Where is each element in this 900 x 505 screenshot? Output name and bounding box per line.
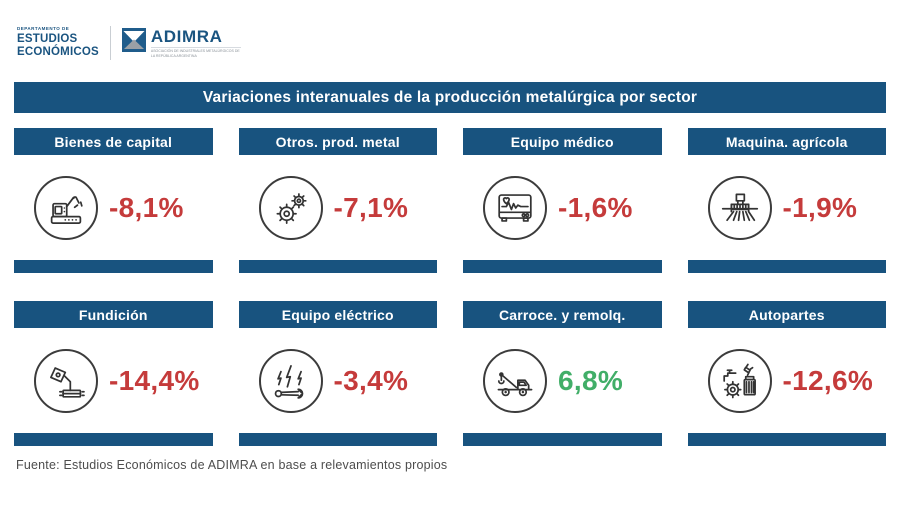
sector-icon-circle <box>707 348 772 413</box>
sector-header: Bienes de capital <box>14 128 213 155</box>
sector-card: Equipo médico -1,6% <box>463 128 662 273</box>
sector-value: -12,6% <box>782 364 874 396</box>
department-line2: ESTUDIOS <box>17 33 78 46</box>
sector-value: -14,4% <box>109 364 200 396</box>
sector-underline-bar <box>463 433 662 446</box>
brand-divider <box>109 26 111 60</box>
sector-icon-circle <box>707 175 772 240</box>
sector-card: Otros. prod. metal -7,1% <box>238 128 438 273</box>
source-note: Fuente: Estudios Económicos de ADIMRA en… <box>16 458 448 472</box>
sector-header: Fundición <box>14 301 213 328</box>
lightning-wrench-icon <box>274 364 303 399</box>
department-logo: DEPARTAMENTO DE ESTUDIOS ECONÓMICOS <box>17 26 99 58</box>
sector-header: Autopartes <box>687 301 886 328</box>
sector-underline-bar <box>687 260 886 273</box>
sector-body: -12,6% <box>688 328 887 433</box>
adimra-logo-icon <box>121 27 146 52</box>
sector-underline-bar <box>238 433 437 446</box>
sector-value: -8,1% <box>109 191 184 223</box>
sector-body: -8,1% <box>14 155 213 260</box>
adimra-logo: ADIMRA ASOCIACIÓN DE INDUSTRIALES METALÚ… <box>121 26 241 58</box>
robotic-arm-icon <box>50 195 83 224</box>
sector-icon-circle <box>34 348 98 413</box>
sector-card: Autopartes -12,6% <box>687 301 887 446</box>
sector-value: -1,6% <box>558 191 633 223</box>
sector-icon-circle <box>258 175 323 240</box>
tow-truck-icon <box>497 371 533 396</box>
sector-icon-circle <box>258 348 323 413</box>
page-title: Variaciones interanuales de la producció… <box>14 82 886 113</box>
sector-card: Equipo eléctrico -3,4% <box>238 301 438 446</box>
sector-body: 6,8% <box>463 328 662 433</box>
gears-icon <box>275 192 307 224</box>
sector-card: Maquina. agrícola -1,9% <box>687 128 887 273</box>
sector-header: Equipo eléctrico <box>238 301 437 328</box>
sector-underline-bar <box>687 433 886 446</box>
sector-grid: Bienes de capital -8,1% Otros. prod. met… <box>14 128 886 446</box>
sector-body: -1,9% <box>688 155 887 260</box>
sector-value: -3,4% <box>333 364 409 396</box>
department-line3: ECONÓMICOS <box>17 45 99 58</box>
sector-underline-bar <box>463 260 662 273</box>
sector-value: -7,1% <box>333 191 409 223</box>
sector-underline-bar <box>238 260 437 273</box>
adimra-tagline: ASOCIACIÓN DE INDUSTRIALES METALÚRGICOS … <box>150 46 241 58</box>
sector-body: -3,4% <box>239 328 438 433</box>
sector-icon-circle <box>34 175 98 240</box>
sector-card: Fundición -14,4% <box>14 301 213 446</box>
sector-underline-bar <box>14 433 213 446</box>
auto-parts-icon <box>722 363 756 398</box>
sector-underline-bar <box>14 260 213 273</box>
sector-icon-circle <box>483 175 547 240</box>
sector-body: -1,6% <box>463 155 662 260</box>
sector-body: -14,4% <box>14 328 213 433</box>
sector-card: Carroce. y remolq. 6,8% <box>463 301 662 446</box>
sector-header: Carroce. y remolq. <box>463 301 662 328</box>
adimra-name: ADIMRA <box>150 26 223 46</box>
brand-bar: DEPARTAMENTO DE ESTUDIOS ECONÓMICOS ADIM… <box>17 26 241 60</box>
adimra-logo-text: ADIMRA ASOCIACIÓN DE INDUSTRIALES METALÚ… <box>150 26 241 58</box>
sector-header: Equipo médico <box>463 128 662 155</box>
foundry-ladle-icon <box>50 366 85 398</box>
sector-header: Otros. prod. metal <box>238 128 437 155</box>
sector-header: Maquina. agrícola <box>687 128 886 155</box>
sector-card: Bienes de capital -8,1% <box>14 128 213 273</box>
sector-icon-circle <box>483 348 547 413</box>
seeder-icon <box>721 192 758 221</box>
department-line1: DEPARTAMENTO DE <box>17 26 70 32</box>
sector-value: 6,8% <box>558 364 624 396</box>
sector-value: -1,9% <box>782 191 858 223</box>
sector-body: -7,1% <box>239 155 438 260</box>
heart-monitor-icon <box>498 193 532 222</box>
